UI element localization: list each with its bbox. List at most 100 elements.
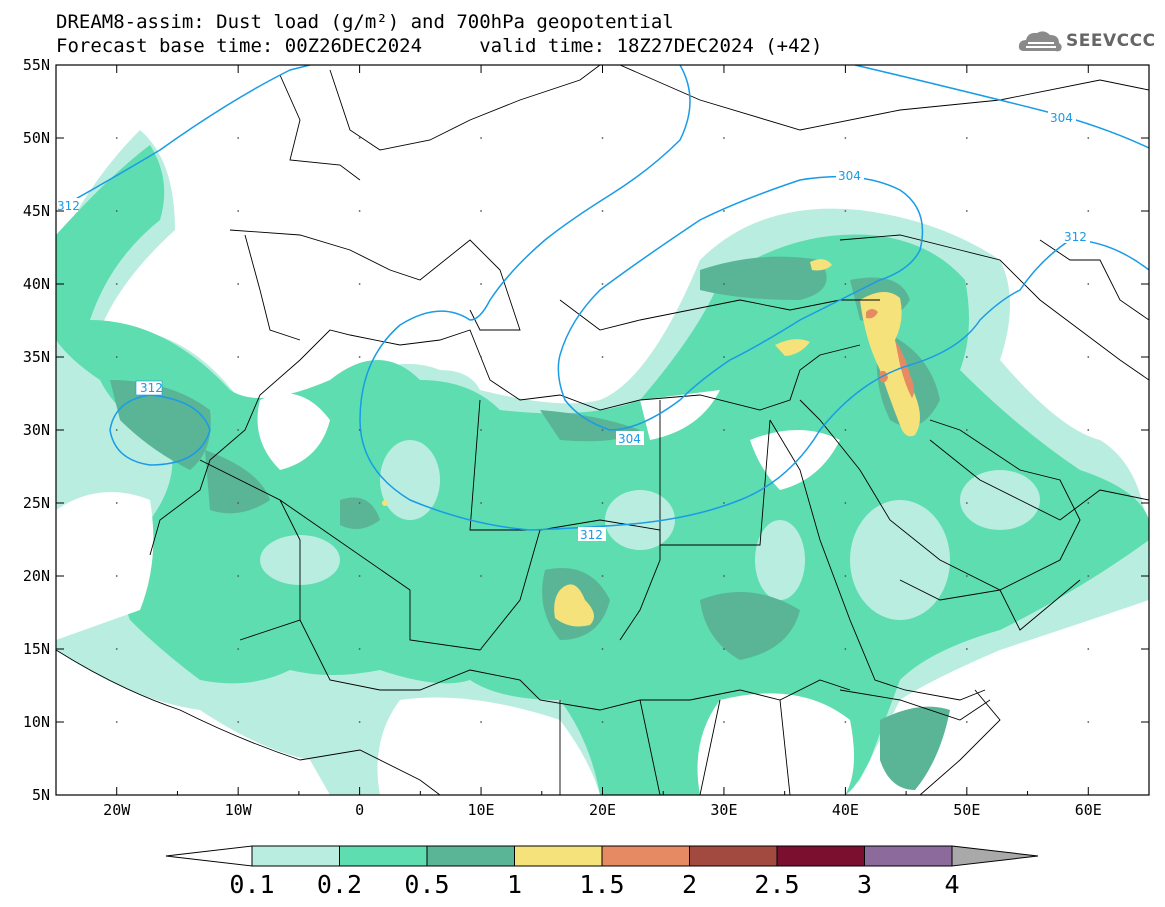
- colorbar-level-label: 2.5: [754, 870, 799, 899]
- grid-dot: [844, 210, 847, 212]
- grid-dot: [965, 283, 968, 285]
- map-plot-area: 312 312 304 312 304 304 312: [56, 65, 1149, 795]
- grid-dot: [358, 648, 361, 650]
- lat-tick-label: 5N: [32, 786, 50, 804]
- lat-tick-label: 45N: [23, 202, 50, 220]
- contour-labels: 312 312 304 312 304 304 312: [56, 110, 1090, 542]
- lat-tick-label: 15N: [23, 640, 50, 658]
- grid-dot: [358, 429, 361, 431]
- cloud-icon: [1018, 31, 1062, 52]
- colorbar: 0.1 0.2 0.5 1 1.5 2 2.5 3 4: [165, 845, 1039, 899]
- grid-dot: [844, 648, 847, 650]
- colorbar-level-label: 4: [944, 870, 959, 899]
- colorbar-level-label: 1.5: [579, 870, 624, 899]
- grid-dot: [237, 502, 240, 504]
- lat-tick-label: 50N: [23, 129, 50, 147]
- grid-dot: [601, 283, 604, 285]
- grid-dot: [601, 575, 604, 577]
- grid-dot: [358, 356, 361, 358]
- lat-tick-label: 40N: [23, 275, 50, 293]
- colorbar-level-label: 2: [682, 870, 697, 899]
- lon-tick-label: 10E: [468, 801, 495, 819]
- dust-band-low-patches: [260, 440, 1040, 620]
- grid-dot: [601, 721, 604, 723]
- colorbar-level-label: 3: [857, 870, 872, 899]
- grid-dot: [844, 721, 847, 723]
- colorbar-swatch: [601, 845, 690, 867]
- forecast-time-line: Forecast base time: 00Z26DEC2024 valid t…: [56, 35, 823, 57]
- coastlines-borders: [56, 65, 1149, 795]
- grid-dot: [723, 210, 725, 212]
- grid-dot: [115, 502, 118, 504]
- grid-dot: [237, 137, 240, 139]
- colorbar-level-label: 0.1: [229, 870, 274, 899]
- grid-dot: [844, 283, 847, 285]
- geopotential-contours: [56, 65, 1149, 531]
- grid-dot: [1087, 429, 1090, 431]
- colorbar-level-label: 1: [507, 870, 522, 899]
- grid-dot: [1087, 283, 1090, 285]
- grid-dot: [237, 648, 240, 650]
- colorbar-under-arrow: [165, 845, 253, 867]
- colorbar-level-label: 0.5: [404, 870, 449, 899]
- grid-dot: [965, 648, 968, 650]
- lat-tick-label: 20N: [23, 567, 50, 585]
- lon-tick-label: 20W: [103, 801, 131, 819]
- contour-label-304-libya: 304: [618, 432, 641, 446]
- contour-label-304-blacksea: 304: [838, 169, 861, 183]
- colorbar-swatch: [864, 845, 953, 867]
- lon-tick-label: 60E: [1075, 801, 1102, 819]
- grid-dot: [115, 210, 118, 212]
- lat-tick-label: 30N: [23, 421, 50, 439]
- grid-dot: [115, 356, 118, 358]
- grid-dot: [1087, 502, 1090, 504]
- grid-dot: [115, 721, 118, 723]
- lat-tick-label: 55N: [23, 56, 50, 74]
- lon-tick-label: 10W: [225, 801, 253, 819]
- logo-text: SEEVCCC: [1066, 31, 1156, 51]
- grid-dot: [480, 356, 482, 358]
- colorbar-swatch: [251, 845, 340, 867]
- grid-dot: [965, 137, 968, 139]
- grid-dot: [358, 210, 361, 212]
- contour-label-312-sahara: 312: [580, 528, 603, 542]
- grid-dot: [237, 429, 240, 431]
- lon-tick-label: 40E: [832, 801, 859, 819]
- lon-tick-label: 20E: [589, 801, 616, 819]
- grid-dot: [115, 429, 118, 431]
- grid-dot: [237, 575, 240, 577]
- colorbar-swatch: [689, 845, 778, 867]
- map-grid: [115, 137, 1090, 723]
- grid-dot: [844, 356, 847, 358]
- grid-dot: [237, 210, 240, 212]
- seevccc-logo: SEEVCCC: [1018, 27, 1158, 59]
- grid-dot: [723, 502, 725, 504]
- grid-dot: [480, 429, 482, 431]
- grid-dot: [601, 648, 604, 650]
- grid-dot: [115, 575, 118, 577]
- lon-tick-label: 30E: [710, 801, 737, 819]
- grid-dot: [358, 721, 361, 723]
- grid-dot: [723, 137, 725, 139]
- grid-dot: [237, 356, 240, 358]
- grid-dot: [723, 721, 725, 723]
- contour-label-312-west: 312: [57, 199, 80, 213]
- grid-dot: [115, 283, 118, 285]
- grid-dot: [844, 502, 847, 504]
- colorbar-swatch: [776, 845, 865, 867]
- grid-dot: [965, 356, 968, 358]
- lon-tick-label: 50E: [953, 801, 980, 819]
- lat-tick-label: 10N: [23, 713, 50, 731]
- colorbar-swatch: [514, 845, 603, 867]
- grid-dot: [480, 210, 482, 212]
- contour-label-312-caspian: 312: [1064, 230, 1087, 244]
- grid-dot: [601, 356, 604, 358]
- grid-dot: [480, 502, 482, 504]
- grid-dot: [358, 502, 361, 504]
- grid-dot: [237, 283, 240, 285]
- map-axes: 20W 10W 0 10E 20E 30E 40E 50E 60E 55N 50N 45N 40N 35N…: [23, 56, 1149, 819]
- grid-dot: [723, 575, 725, 577]
- lon-tick-label: 0: [355, 801, 364, 819]
- colorbar-level-label: 0.2: [317, 870, 362, 899]
- grid-dot: [723, 356, 725, 358]
